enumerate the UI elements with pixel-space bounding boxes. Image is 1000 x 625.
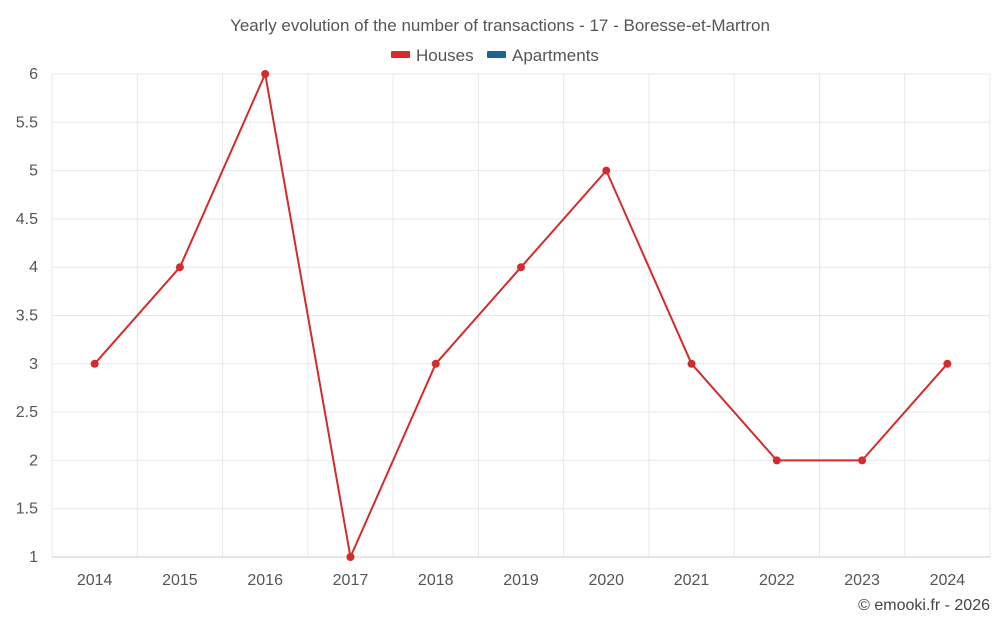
x-tick-label: 2018: [418, 572, 454, 589]
x-tick-label: 2024: [930, 572, 966, 589]
grid: [51, 73, 991, 558]
y-tick-label: 6: [29, 66, 38, 83]
data-point-houses-2014[interactable]: [90, 359, 99, 368]
x-tick-label: 2022: [759, 572, 795, 589]
x-tick-label: 2019: [503, 572, 539, 589]
data-point-houses-2016[interactable]: [261, 70, 270, 78]
x-tick-label: 2014: [77, 572, 113, 589]
y-tick-label: 3.5: [16, 308, 38, 325]
legend-swatch-apartments: [487, 51, 506, 58]
y-tick-label: 2.5: [16, 404, 38, 421]
y-tick-label: 3: [29, 356, 38, 373]
legend-label-houses: Houses: [416, 46, 474, 65]
y-tick-label: 1.5: [16, 501, 38, 518]
data-point-houses-2017[interactable]: [346, 553, 355, 561]
data-point-houses-2022[interactable]: [772, 456, 781, 465]
chart-title: Yearly evolution of the number of transa…: [230, 16, 770, 35]
x-tick-label: 2021: [674, 572, 710, 589]
legend-swatch-houses: [391, 51, 410, 58]
credit-text: © emooki.fr - 2026: [858, 597, 990, 614]
x-tick-label: 2017: [333, 572, 369, 589]
data-point-houses-2019[interactable]: [517, 263, 525, 272]
y-tick-label: 5: [29, 163, 38, 180]
legend-item-houses[interactable]: Houses: [391, 46, 474, 65]
x-tick-label: 2016: [247, 572, 283, 589]
data-point-houses-2021[interactable]: [687, 359, 696, 368]
x-tick-label: 2023: [844, 572, 880, 589]
y-tick-label: 4: [29, 259, 38, 276]
legend-label-apartments: Apartments: [512, 46, 599, 65]
y-tick-label: 5.5: [16, 114, 38, 131]
axes: 1 1.5 2 2.5 3 3.5 4 4.5 5 5.5 6 2014 2015 2016 2017 201…: [16, 66, 990, 589]
series-houses: [90, 70, 952, 561]
data-point-houses-2024[interactable]: [943, 359, 952, 368]
y-tick-label: 2: [29, 452, 38, 469]
x-tick-label: 2015: [162, 572, 198, 589]
data-point-houses-2018[interactable]: [431, 359, 440, 368]
y-tick-label: 4.5: [16, 211, 38, 228]
data-point-houses-2023[interactable]: [858, 456, 867, 465]
data-point-houses-2020[interactable]: [602, 166, 611, 175]
legend-item-apartments[interactable]: Apartments: [487, 46, 599, 65]
data-point-houses-2015[interactable]: [175, 263, 184, 272]
y-tick-label: 1: [29, 549, 38, 566]
x-tick-label: 2020: [588, 572, 624, 589]
legend: Houses Apartments: [391, 46, 599, 65]
